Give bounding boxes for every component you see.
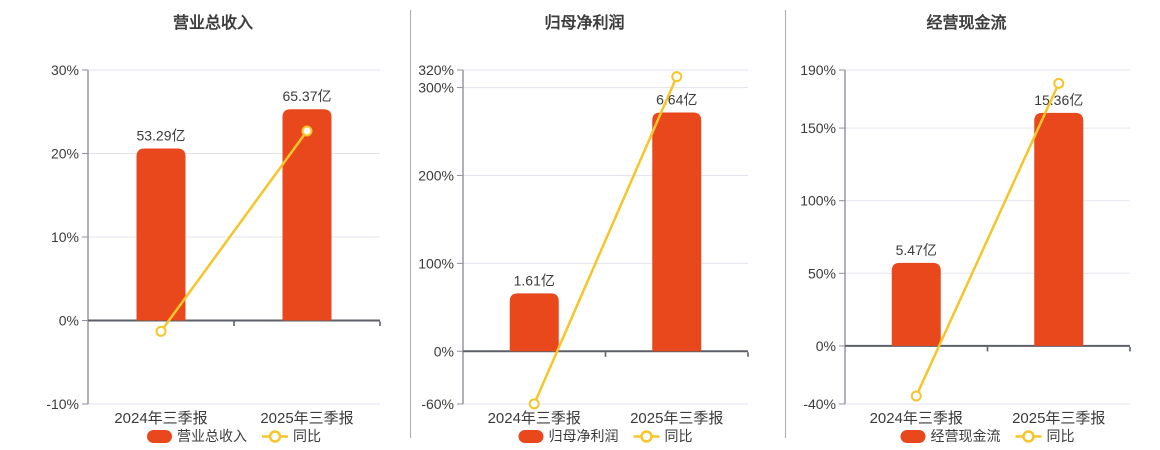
x-axis-category-label: 2025年三季报 [260, 410, 353, 427]
legend-line-marker-icon [1022, 430, 1035, 443]
x-axis-category-label: 2025年三季报 [1012, 410, 1105, 427]
yoy-marker-2025-q3 [301, 125, 313, 137]
panel-revenue: 30% 20% 10% 0% -10% 53.29亿 65.37亿 2024年三季报 2025年… [46, 13, 381, 444]
legend-line-marker-icon [268, 430, 282, 443]
legend-item-net-profit[interactable]: 归母净利润 [518, 428, 619, 444]
bar-value-label: 5.47亿 [896, 242, 937, 258]
yoy-line [915, 82, 1060, 398]
yoy-marker-2024-q3 [155, 325, 167, 337]
bar-2025-q3-report [1034, 112, 1084, 346]
legend-bar-label: 归母净利润 [549, 428, 619, 444]
y-axis-tick-label: 30% [51, 62, 79, 78]
legend-yoy-label: 同比 [1047, 428, 1075, 444]
bar-value-label: 65.37亿 [282, 88, 331, 104]
y-axis-tick-label: 300% [418, 80, 454, 96]
chart-title: 经营现金流 [926, 13, 1006, 32]
bar-value-label: 15.36亿 [1034, 92, 1083, 108]
chart-title: 营业总收入 [173, 13, 253, 32]
legend-item-operating-cash-flow[interactable]: 经营现金流 [900, 428, 1001, 444]
legend-line-marker-icon [640, 430, 653, 443]
y-axis-tick-label: 50% [808, 265, 836, 281]
legend-item-yoy[interactable]: 同比 [262, 428, 321, 444]
bar-2024-q3-report [891, 262, 941, 346]
legend-item-yoy[interactable]: 同比 [633, 428, 693, 444]
y-axis-tick-label: 0% [59, 313, 79, 329]
yoy-marker-2024-q3 [910, 390, 922, 402]
yoy-marker-2025-q3 [671, 71, 683, 83]
y-axis-tick-label: 200% [418, 167, 454, 183]
y-axis-tick-label: 150% [800, 120, 836, 136]
legend-yoy-label: 同比 [293, 428, 321, 444]
bar-2024-q3-report [136, 148, 186, 321]
y-axis-tick-label: -40% [803, 396, 836, 412]
legend-item-revenue[interactable]: 营业总收入 [147, 428, 247, 444]
legend-bar-label: 经营现金流 [931, 428, 1001, 444]
panel-net-profit: 320% 300% 200% 100% 0% -60% 1.61亿 6.64亿 2024年三季报… [418, 13, 749, 444]
yoy-line [533, 75, 678, 406]
yoy-line [159, 129, 309, 333]
legend-bar-label: 营业总收入 [177, 428, 247, 444]
legend-bar-swatch-icon [900, 430, 926, 443]
y-axis-tick-label: 0% [816, 338, 836, 354]
x-axis-category-label: 2024年三季报 [114, 410, 207, 427]
bar-2025-q3-report [282, 109, 332, 321]
legend-bar-swatch-icon [518, 430, 544, 443]
y-axis-tick-label: -60% [421, 396, 454, 412]
y-axis-tick-label: -10% [46, 396, 79, 412]
y-axis-tick-label: 0% [434, 343, 454, 359]
yoy-marker-2024-q3 [528, 398, 540, 410]
x-axis-category-label: 2024年三季报 [488, 410, 581, 427]
bar-value-label: 53.29亿 [136, 127, 185, 143]
bar-2025-q3-report [652, 112, 702, 352]
yoy-marker-2025-q3 [1053, 77, 1065, 89]
panel-operating-cash-flow: 190% 150% 100% 50% 0% -40% 5.47亿 15.36亿 2024年三季报… [800, 13, 1131, 444]
y-axis-tick-label: 190% [800, 62, 836, 78]
panel-divider [785, 10, 786, 438]
panel-divider [410, 10, 411, 438]
x-axis-category-label: 2025年三季报 [630, 410, 723, 427]
y-axis-tick-label: 100% [800, 193, 836, 209]
x-axis-category-label: 2024年三季报 [870, 410, 963, 427]
bar-value-label: 6.64亿 [656, 92, 697, 108]
y-axis-tick-label: 100% [418, 255, 454, 271]
legend-item-yoy[interactable]: 同比 [1015, 428, 1075, 444]
chart-title: 归母净利润 [544, 13, 624, 32]
y-axis-tick-label: 320% [418, 62, 454, 78]
legend-bar-swatch-icon [147, 430, 172, 443]
y-axis-tick-label: 10% [51, 229, 79, 245]
y-axis-tick-label: 20% [51, 146, 79, 162]
bar-value-label: 1.61亿 [514, 272, 555, 288]
bar-2024-q3-report [509, 293, 559, 352]
legend-yoy-label: 同比 [665, 428, 693, 444]
